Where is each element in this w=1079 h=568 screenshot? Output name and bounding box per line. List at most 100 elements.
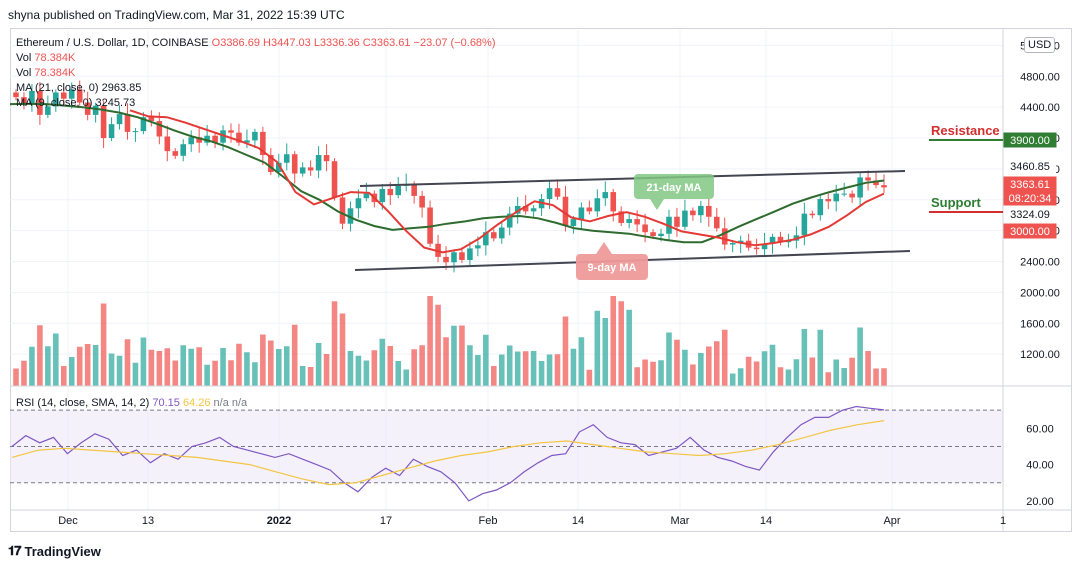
volume-bar bbox=[729, 373, 736, 386]
volume-bar bbox=[578, 337, 585, 386]
volume-bar bbox=[45, 346, 51, 386]
candle-body bbox=[801, 213, 808, 236]
ma9-value: 3245.73 bbox=[95, 97, 136, 109]
time-tick-label: 14 bbox=[572, 515, 584, 527]
time-tick-label: Mar bbox=[671, 515, 690, 527]
volume-bar bbox=[371, 350, 378, 386]
volume-bar bbox=[698, 353, 704, 386]
vol1-label: Vol bbox=[16, 52, 32, 64]
volume-bar bbox=[204, 364, 210, 386]
candle-body bbox=[156, 121, 163, 137]
volume-bar bbox=[276, 349, 282, 386]
candle-body bbox=[236, 132, 242, 143]
candle-body bbox=[769, 236, 776, 244]
candle-body bbox=[299, 167, 306, 174]
candle-body bbox=[419, 195, 425, 208]
volume-bar bbox=[236, 343, 242, 386]
volume-bar bbox=[753, 361, 760, 386]
candle-body bbox=[355, 198, 362, 209]
volume-bar bbox=[546, 354, 553, 386]
price-tag bbox=[1003, 223, 1057, 239]
ma21-label: MA (21, close, 0) bbox=[16, 82, 99, 94]
currency-button[interactable]: USD bbox=[1024, 37, 1056, 53]
candle-body bbox=[721, 228, 728, 245]
volume-bar bbox=[562, 316, 569, 386]
candle-body bbox=[825, 199, 832, 202]
chart-frame bbox=[10, 28, 1072, 532]
symbol-label[interactable]: Ethereum / U.S. Dollar, 1D, COINBASE bbox=[16, 37, 209, 49]
price-tag bbox=[1003, 190, 1057, 206]
volume-bar bbox=[817, 329, 824, 386]
candle-body bbox=[491, 232, 497, 239]
candle-body bbox=[602, 192, 609, 199]
ma21-callout bbox=[634, 174, 714, 199]
candle-body bbox=[809, 213, 816, 216]
candle-body bbox=[483, 232, 489, 246]
ma21-line bbox=[9, 102, 885, 244]
low-value: L3336.36 bbox=[313, 37, 360, 49]
candle-body bbox=[315, 155, 322, 171]
volume-bar bbox=[491, 366, 497, 386]
volume-bar bbox=[690, 364, 696, 386]
volume-bar bbox=[793, 359, 800, 386]
rsi-tick-label: 60.00 bbox=[1026, 423, 1054, 435]
volume-bar bbox=[745, 356, 752, 386]
volume-bar bbox=[825, 372, 832, 386]
candle-body bbox=[29, 90, 35, 105]
volume-bar bbox=[124, 339, 131, 386]
price-tick-label: 2000.00 bbox=[1020, 287, 1060, 299]
volume-bar bbox=[761, 351, 768, 386]
volume-bar bbox=[140, 337, 147, 386]
candle-body bbox=[347, 208, 354, 224]
time-tick-label: Dec bbox=[58, 515, 78, 527]
volume-bar bbox=[60, 366, 67, 386]
candle-body bbox=[164, 136, 171, 152]
volume-bar bbox=[403, 369, 409, 386]
candle-body bbox=[777, 236, 784, 243]
volume-bar bbox=[467, 345, 473, 386]
volume-bar bbox=[164, 348, 171, 386]
candle-body bbox=[873, 180, 879, 186]
candle-body bbox=[45, 106, 51, 115]
candle-body bbox=[586, 207, 593, 212]
volume-bar bbox=[172, 360, 179, 386]
candle-body bbox=[252, 131, 258, 141]
candle-body bbox=[626, 219, 632, 223]
candle-body bbox=[339, 197, 346, 224]
candle-body bbox=[841, 193, 847, 195]
vol2-label: Vol bbox=[16, 67, 32, 79]
candle-body bbox=[291, 154, 298, 174]
candle-body bbox=[323, 155, 330, 162]
footer-brand[interactable]: 𝟏𝟕 TradingView bbox=[8, 543, 101, 559]
candle-body bbox=[554, 188, 561, 197]
candle-body bbox=[690, 210, 696, 216]
candle-body bbox=[76, 89, 83, 103]
volume-bar bbox=[857, 327, 863, 386]
time-tick-label: 13 bbox=[142, 515, 154, 527]
candle-body bbox=[634, 219, 640, 225]
chart-legend: Ethereum / U.S. Dollar, 1D, COINBASE O33… bbox=[16, 36, 496, 111]
volume-bar bbox=[68, 357, 75, 386]
candle-body bbox=[833, 193, 840, 202]
volume-bar bbox=[785, 369, 792, 386]
volume-bar bbox=[682, 349, 688, 386]
volume-bar bbox=[506, 345, 513, 386]
candle-body bbox=[124, 114, 131, 132]
volume-bar bbox=[244, 352, 250, 386]
ma21-callout-arrow bbox=[650, 199, 664, 210]
volume-bar bbox=[475, 355, 481, 386]
volume-bar bbox=[483, 334, 489, 386]
volume-bar bbox=[363, 360, 370, 386]
volume-bar bbox=[865, 351, 871, 386]
published-header: shyna published on TradingView.com, Mar … bbox=[8, 8, 345, 22]
volume-bar bbox=[634, 367, 640, 386]
candle-body bbox=[100, 105, 107, 139]
candle-body bbox=[674, 216, 680, 227]
volume-bar bbox=[666, 332, 672, 386]
volume-bar bbox=[626, 309, 632, 386]
time-tick-label: 1 bbox=[1000, 515, 1006, 527]
price-tick-label: 4400.00 bbox=[1020, 102, 1060, 114]
volume-bar bbox=[873, 368, 879, 386]
volume-bar bbox=[833, 359, 840, 386]
